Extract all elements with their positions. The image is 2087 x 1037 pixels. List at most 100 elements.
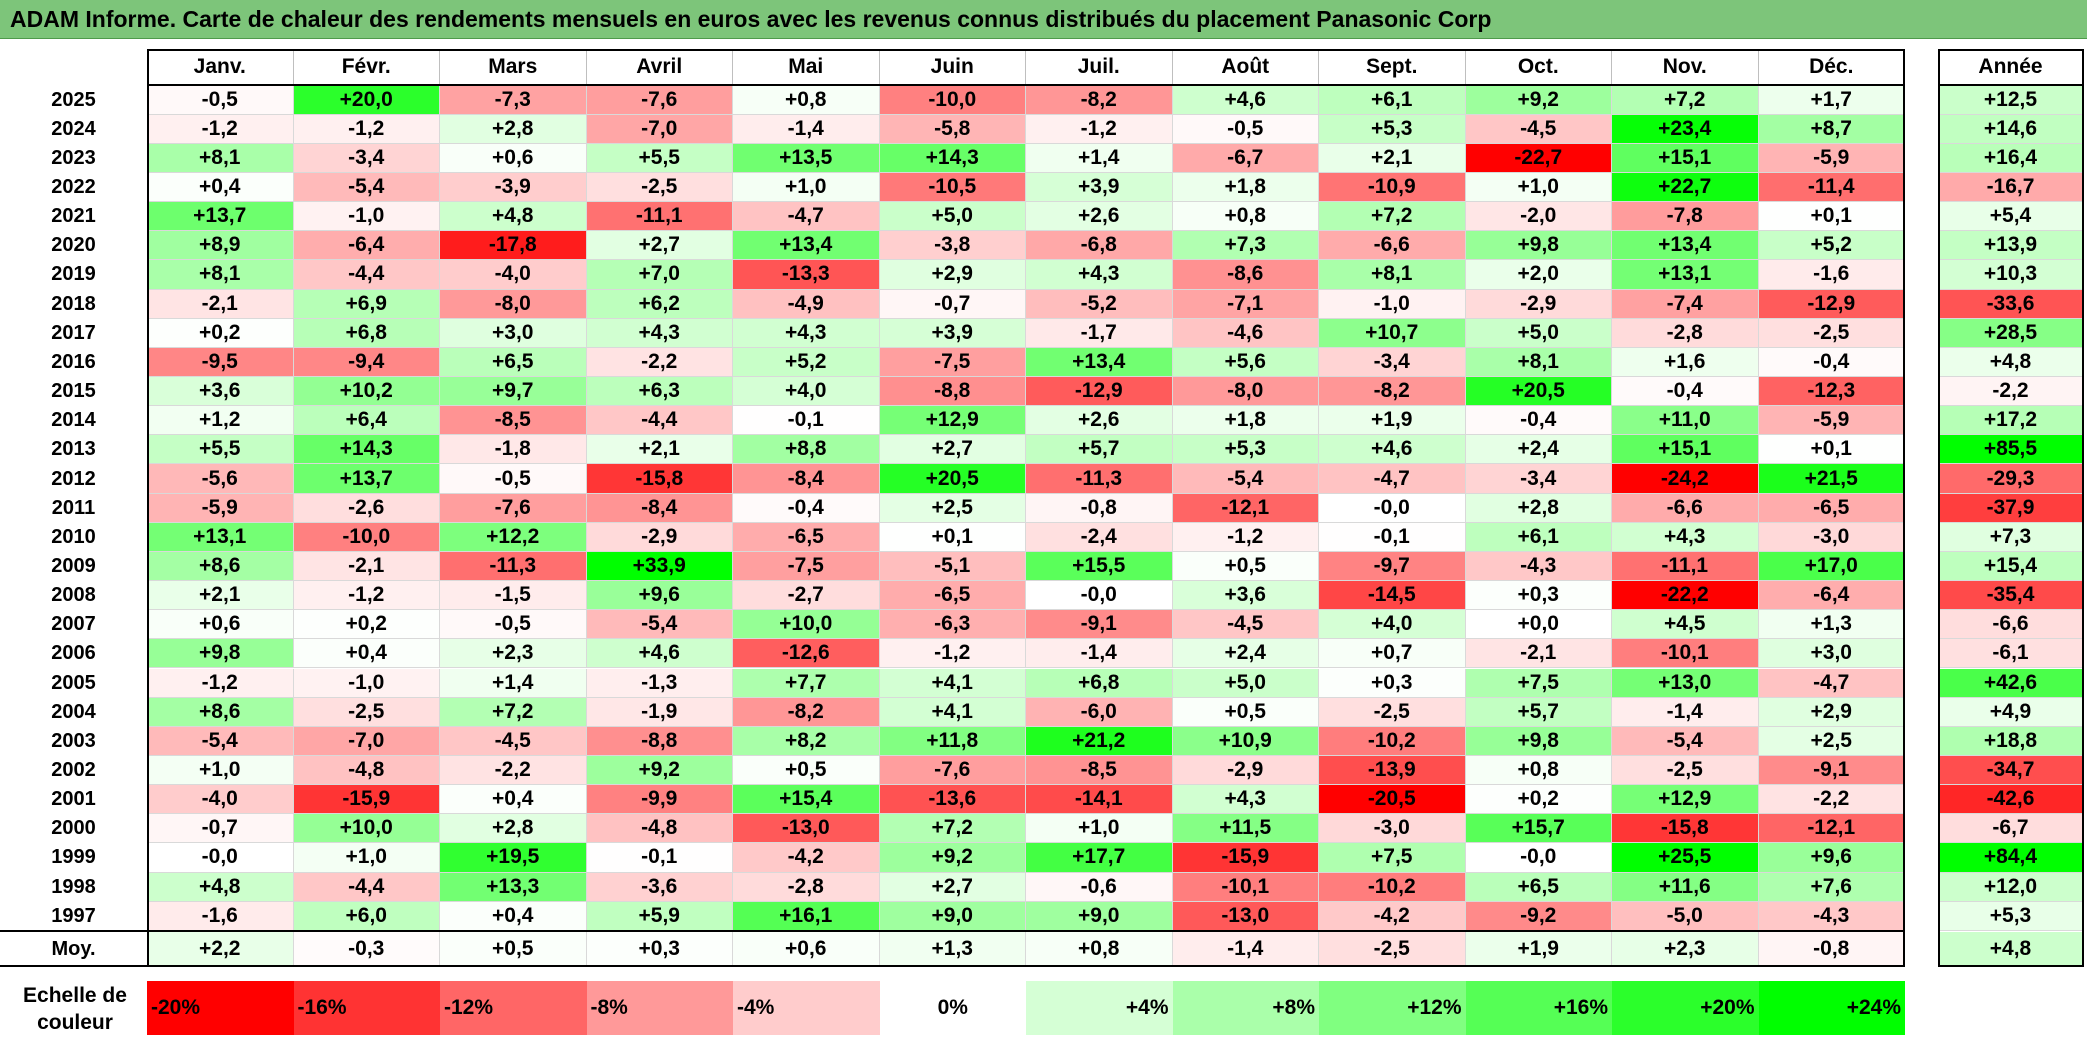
heatmap-cell: +20,5 (1465, 377, 1612, 407)
heatmap-cell: -5,6 (147, 464, 294, 494)
heatmap-cell: -3,4 (293, 143, 440, 173)
heatmap-cell: +7,6 (1758, 872, 1905, 902)
heatmap-cell: -0,4 (733, 493, 880, 523)
column-header: Juil. (1026, 49, 1173, 85)
heatmap-cell: +3,9 (1026, 172, 1173, 203)
average-cell: +2,3 (1612, 932, 1759, 967)
heatmap-cell: +11,0 (1612, 406, 1759, 436)
row-year-label: 2005 (51, 671, 96, 694)
heatmap-cell: +15,1 (1612, 143, 1759, 173)
heatmap-cell: -4,7 (1758, 668, 1905, 698)
heatmap-cell: -4,8 (293, 755, 440, 786)
heatmap-cell: +10,7 (1319, 318, 1466, 348)
heatmap-cell: +5,7 (1026, 435, 1173, 465)
heatmap-cell: -8,6 (1172, 260, 1319, 290)
heatmap-cell: +2,7 (586, 231, 733, 261)
annual-cell: +14,6 (1938, 114, 2084, 144)
heatmap-cell: +17,7 (1026, 843, 1173, 873)
heatmap-cell: -0,5 (440, 464, 587, 494)
heatmap-cell: -2,1 (1465, 639, 1612, 669)
heatmap-cell: +5,3 (1319, 114, 1466, 144)
heatmap-cell: +8,1 (1465, 347, 1612, 377)
heatmap-cell: +0,5 (1172, 551, 1319, 582)
heatmap-cell: -9,1 (1026, 610, 1173, 640)
heatmap-cell: -5,2 (1026, 289, 1173, 319)
heatmap-cell: -10,2 (1319, 726, 1466, 756)
heatmap-cell: -8,4 (586, 493, 733, 523)
heatmap-cell: +17,0 (1758, 551, 1905, 582)
heatmap-cell: +23,4 (1612, 114, 1759, 144)
heatmap-cell: +10,0 (293, 814, 440, 844)
heatmap-cell: +13,7 (293, 464, 440, 494)
heatmap-cell: +7,0 (586, 260, 733, 290)
heatmap-cell: -7,4 (1612, 289, 1759, 319)
color-scale-step: -4% (733, 981, 880, 1035)
heatmap-cell: -13,3 (733, 260, 880, 290)
heatmap-cell: -0,0 (1319, 493, 1466, 523)
heatmap-cell: -1,4 (1612, 697, 1759, 727)
heatmap-cell: -1,0 (293, 202, 440, 232)
heatmap-cell: +0,3 (1319, 668, 1466, 698)
average-cell: +0,8 (1026, 932, 1173, 967)
heatmap-cell: +0,8 (733, 85, 880, 115)
heatmap-cell: -7,8 (1612, 202, 1759, 232)
heatmap-cell: +2,1 (147, 581, 294, 611)
annual-column-header: Année (1938, 49, 2084, 85)
heatmap-cell: +4,1 (879, 697, 1026, 727)
heatmap-cell: -2,2 (440, 755, 587, 786)
heatmap-cell: +4,1 (879, 668, 1026, 698)
heatmap-cell: -2,5 (1758, 318, 1905, 348)
header-bottom-rule (147, 83, 1905, 86)
heatmap-cell: +8,1 (147, 143, 294, 173)
heatmap-cell: +25,5 (1612, 843, 1759, 873)
heatmap-cell: -0,7 (147, 814, 294, 844)
annual-cell: -29,3 (1938, 464, 2084, 494)
heatmap-cell: +0,0 (1465, 610, 1612, 640)
annual-cell: +7,3 (1938, 522, 2084, 552)
heatmap-cell: +7,2 (440, 697, 587, 727)
heatmap-cell: -0,4 (1465, 406, 1612, 436)
color-scale-step: +16% (1465, 981, 1612, 1035)
heatmap-cell: +16,1 (733, 901, 880, 931)
heatmap-cell: -2,8 (1612, 318, 1759, 348)
heatmap-cell: -3,0 (1319, 814, 1466, 844)
heatmap-cell: +2,6 (1026, 202, 1173, 232)
heatmap-cell: +10,2 (293, 377, 440, 407)
row-year-label: 2010 (51, 525, 96, 548)
heatmap-cell: +9,0 (879, 901, 1026, 931)
heatmap-cell: -24,2 (1612, 464, 1759, 494)
average-cell: -0,3 (293, 932, 440, 967)
column-header: Nov. (1612, 49, 1759, 85)
heatmap-cell: -7,0 (586, 114, 733, 144)
average-cell: -2,5 (1319, 932, 1466, 967)
column-header: Déc. (1758, 49, 1905, 85)
heatmap-cell: -3,0 (1758, 522, 1905, 552)
column-header: Juin (879, 49, 1026, 85)
heatmap-cell: +9,2 (586, 755, 733, 786)
heatmap-cell: -4,5 (1465, 114, 1612, 144)
annual-cell: +4,8 (1938, 347, 2084, 377)
heatmap-cell: -15,9 (1172, 843, 1319, 873)
annual-cell: -6,7 (1938, 814, 2084, 844)
heatmap-cell: +21,5 (1758, 464, 1905, 494)
row-year-label: 2013 (51, 438, 96, 461)
chart-title: ADAM Informe. Carte de chaleur des rende… (10, 6, 1492, 32)
heatmap-cell: +21,2 (1026, 726, 1173, 756)
annual-header-rule (1938, 83, 2084, 86)
heatmap-cell: +1,0 (1465, 172, 1612, 203)
heatmap-cell: -0,1 (733, 406, 880, 436)
heatmap-cell: -4,9 (733, 289, 880, 319)
heatmap-cell: -1,2 (293, 114, 440, 144)
heatmap-cell: -0,4 (1758, 347, 1905, 377)
heatmap-cell: -8,8 (586, 726, 733, 756)
heatmap-cell: +4,8 (440, 202, 587, 232)
annual-cell: -6,1 (1938, 639, 2084, 669)
heatmap-cell: +13,0 (1612, 668, 1759, 698)
heatmap-cell: +8,7 (1758, 114, 1905, 144)
heatmap-cell: +33,9 (586, 551, 733, 582)
heatmap-cell: +7,5 (1319, 843, 1466, 873)
column-header: Oct. (1465, 49, 1612, 85)
heatmap-cell: -1,6 (147, 901, 294, 931)
color-scale-step: -8% (586, 981, 733, 1035)
heatmap-cell: -3,8 (879, 231, 1026, 261)
